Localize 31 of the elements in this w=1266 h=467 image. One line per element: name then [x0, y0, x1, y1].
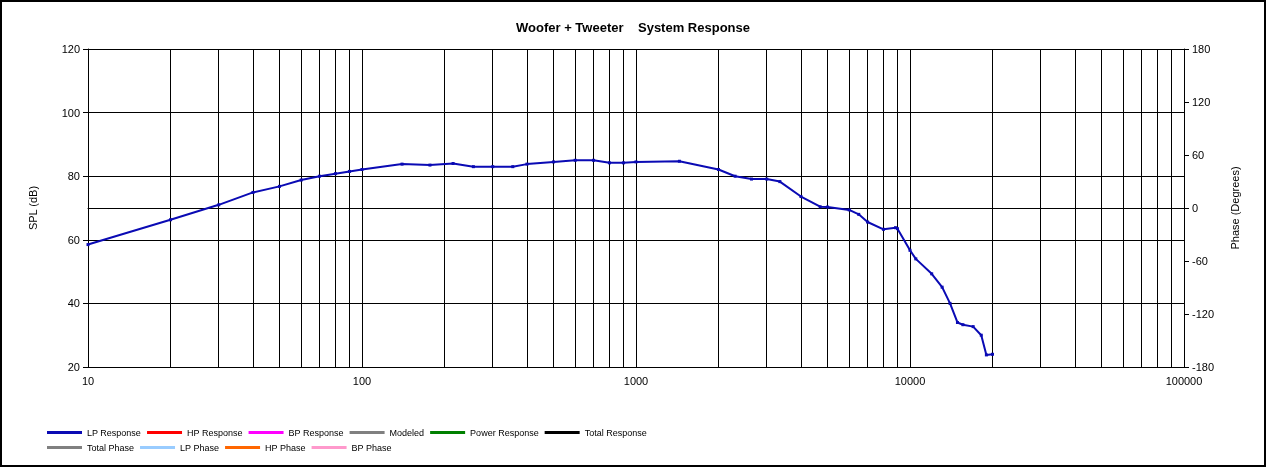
legend-label: HP Response	[187, 427, 243, 438]
y-tick-label: 80	[67, 170, 80, 183]
legend-label: Modeled	[389, 427, 425, 438]
x-tick-label: 10000	[894, 374, 926, 387]
y2-tick-label: 0	[1192, 202, 1199, 214]
legend-label: Total Response	[584, 427, 647, 438]
x-tick-label: 10	[81, 374, 95, 387]
y-tick-label: 20	[67, 361, 80, 373]
y2-tick-label: -180	[1192, 361, 1215, 373]
y2-tick-label: -60	[1192, 255, 1208, 267]
y-tick-label: 40	[67, 297, 80, 310]
legend-label: LP Phase	[180, 442, 219, 453]
legend-label: LP Response	[87, 427, 141, 438]
y-tick-label: 60	[67, 233, 80, 246]
y2-tick-label: 120	[1192, 96, 1211, 108]
legend-label: BP Phase	[351, 442, 392, 453]
y2-tick-label: 180	[1192, 43, 1211, 55]
legend-label: BP Response	[288, 427, 344, 438]
y2-axis-title: Phase (Degrees)	[1228, 166, 1241, 250]
y-tick-label: 120	[61, 43, 80, 55]
x-tick-label: 100	[352, 374, 372, 387]
legend-label: HP Phase	[265, 442, 306, 453]
y2-tick-label: 60	[1192, 149, 1205, 161]
y-axis-title: SPL (dB)	[26, 185, 39, 231]
chart-title: Woofer + Tweeter System Response	[516, 20, 750, 35]
legend-label: Total Phase	[87, 442, 135, 453]
legend-label: Power Response	[470, 427, 539, 438]
y2-tick-label: -120	[1192, 308, 1215, 320]
y-tick-label: 100	[61, 106, 80, 119]
x-tick-label: 100000	[1165, 374, 1203, 387]
x-tick-label: 1000	[623, 374, 649, 387]
